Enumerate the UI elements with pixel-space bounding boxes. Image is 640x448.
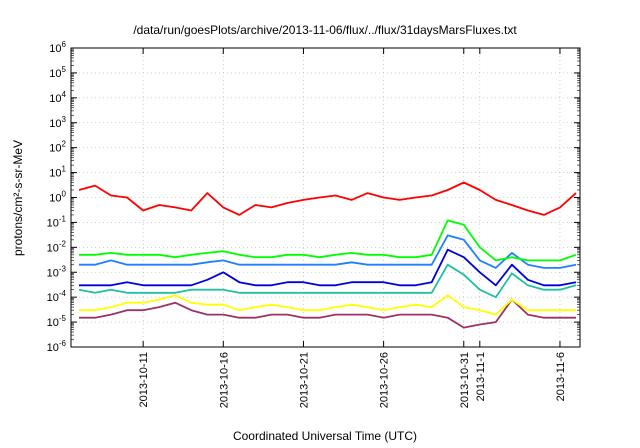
y-tick-label: 100 <box>49 190 66 205</box>
x-tick-label: 2013-11-1 <box>475 352 487 401</box>
series-line <box>79 298 576 329</box>
y-tick-label: 104 <box>49 90 66 105</box>
x-tick-label: 2013-11-6 <box>555 352 567 401</box>
y-tick-label: 106 <box>49 40 66 55</box>
y-tick-label: 10-3 <box>47 264 67 279</box>
x-tick-label: 2013-10-31 <box>459 352 471 408</box>
y-tick-label: 10-5 <box>47 314 67 329</box>
x-tick-label: 2013-10-26 <box>379 352 391 408</box>
series-line <box>78 263 577 299</box>
y-axis-label: protons/cm²-s-sr-MeV <box>11 140 25 256</box>
x-tick-label: 2013-10-21 <box>298 352 310 408</box>
x-tick-label: 2013-10-16 <box>218 352 230 408</box>
x-axis-ticks: 2013-10-11 2013-10-16 2013-10-21 2013-10-26… <box>138 48 567 408</box>
series-group <box>78 181 577 329</box>
y-tick-label: 101 <box>49 165 66 180</box>
y-tick-label: 10-6 <box>47 339 67 354</box>
y-tick-label: 10-2 <box>47 239 67 254</box>
chart-title: /data/run/goesPlots/archive/2013-11-06/f… <box>133 23 517 37</box>
y-tick-label: 102 <box>49 140 66 155</box>
series-line <box>79 219 577 262</box>
x-axis-label: Coordinated Universal Time (UTC) <box>233 429 417 443</box>
y-tick-label: 10-1 <box>47 214 67 229</box>
y-tick-label: 10-4 <box>47 289 67 304</box>
series-line <box>78 181 577 216</box>
series-line <box>79 248 577 287</box>
series-line <box>79 234 577 269</box>
x-tick-label: 2013-10-11 <box>138 352 150 407</box>
y-tick-label: 103 <box>49 115 66 130</box>
y-tick-label: 105 <box>49 65 66 80</box>
series-line <box>79 294 576 316</box>
